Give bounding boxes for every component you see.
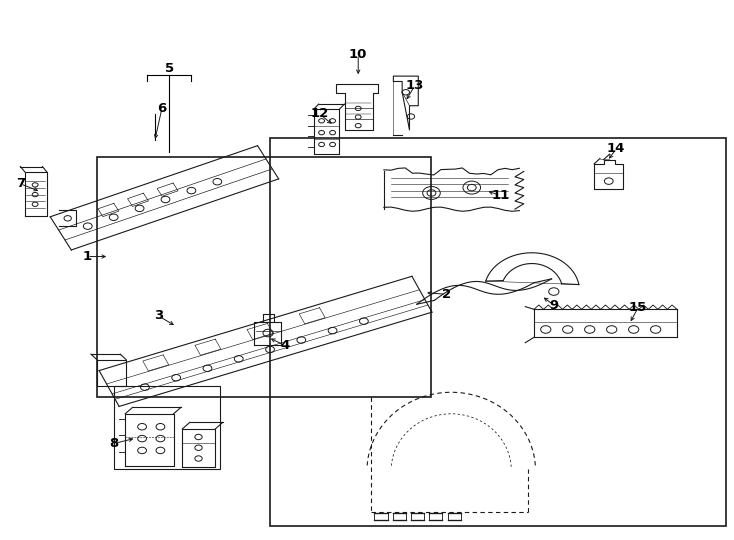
Text: 5: 5 <box>164 62 174 75</box>
Text: 10: 10 <box>349 48 368 61</box>
Text: 4: 4 <box>280 339 290 352</box>
Text: 13: 13 <box>405 79 424 92</box>
Text: 9: 9 <box>549 299 559 312</box>
Text: 6: 6 <box>157 102 167 115</box>
Text: 8: 8 <box>109 437 119 450</box>
Text: 1: 1 <box>83 250 92 263</box>
Bar <box>270 138 726 526</box>
Bar <box>115 386 220 469</box>
Text: 3: 3 <box>153 309 163 322</box>
Text: 2: 2 <box>442 288 451 301</box>
Text: 12: 12 <box>310 107 329 120</box>
Text: 11: 11 <box>491 189 509 202</box>
Bar <box>98 157 431 396</box>
Text: 7: 7 <box>16 177 25 190</box>
Text: 14: 14 <box>607 143 625 156</box>
Text: 15: 15 <box>629 301 647 314</box>
